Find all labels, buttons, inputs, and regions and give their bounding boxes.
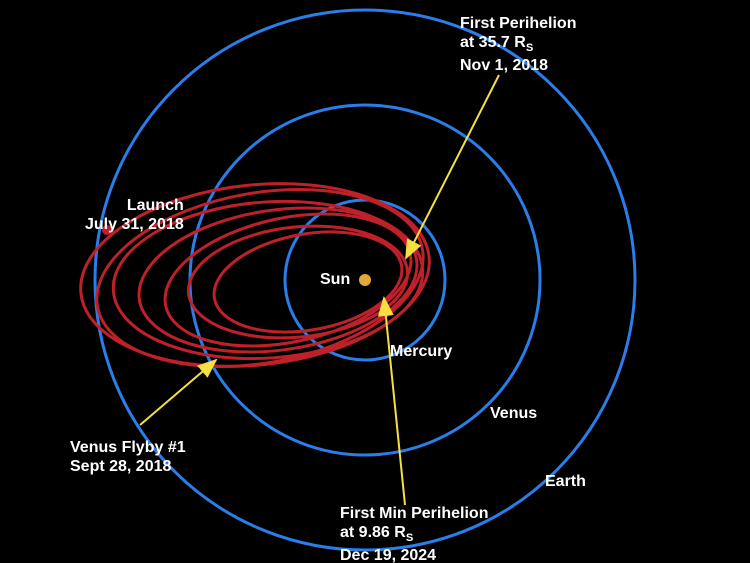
sun-label: Sun: [320, 270, 350, 289]
diagram-svg: [0, 0, 750, 563]
launch-label: Launch July 31, 2018: [85, 196, 184, 234]
launch-line2: July 31, 2018: [85, 216, 184, 233]
orbit-label-venus: Venus: [490, 404, 537, 423]
venus-flyby-line2: Sept 28, 2018: [70, 458, 171, 475]
first-perihelion-line2: at 35.7 RS: [460, 34, 533, 51]
min-perihelion-line2: at 9.86 RS: [340, 524, 413, 541]
first-perihelion-line3: Nov 1, 2018: [460, 57, 548, 74]
first-perihelion-line1: First Perihelion: [460, 15, 576, 32]
min-perihelion-label: First Min Perihelion at 9.86 RS Dec 19, …: [340, 504, 488, 563]
min-perihelion-line3: Dec 19, 2024: [340, 547, 436, 563]
min-perihelion-line1: First Min Perihelion: [340, 505, 488, 522]
venus-flyby-line1: Venus Flyby #1: [70, 439, 186, 456]
sun-marker: [359, 274, 371, 286]
orbital-diagram: Mercury Venus Earth Sun Launch July 31, …: [0, 0, 750, 563]
venus-flyby-label: Venus Flyby #1 Sept 28, 2018: [70, 438, 186, 476]
orbit-label-earth: Earth: [545, 472, 586, 491]
orbit-label-mercury: Mercury: [390, 342, 452, 361]
launch-line1: Launch: [127, 197, 184, 214]
first-perihelion-label: First Perihelion at 35.7 RS Nov 1, 2018: [460, 14, 576, 75]
